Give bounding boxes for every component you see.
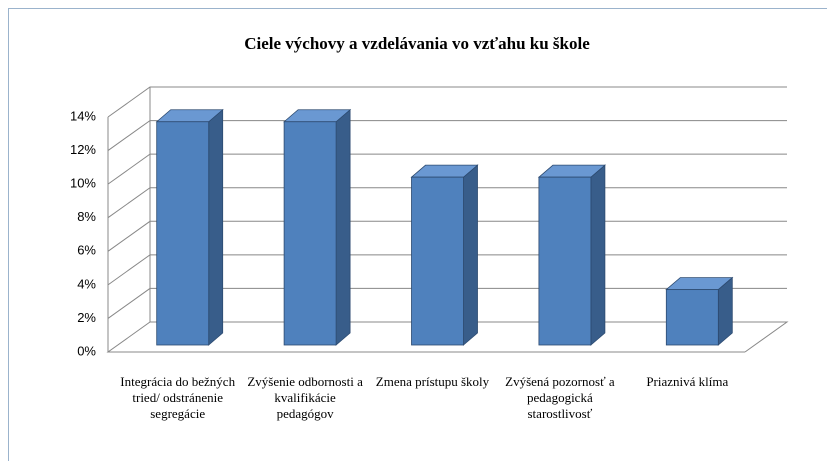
y-tick-label: 0% [77,343,96,358]
grid-line [107,86,787,118]
y-tick-label: 14% [70,108,96,123]
bar-side [463,164,478,346]
bar [538,176,592,346]
y-tick-label: 4% [77,276,96,291]
bar [283,121,337,346]
grid-line [107,153,787,185]
x-tick-label: Zvýšená pozornosť a pedagogická starostl… [505,374,615,421]
y-tick-label: 6% [77,243,96,258]
x-tick-label: Integrácia do bežných tried/ odstránenie… [120,374,236,421]
bar-side [335,108,351,346]
bar [156,121,210,346]
y-tick-label: 8% [77,209,96,224]
y-tick-label: 12% [70,142,96,157]
x-tick-label: Zmena prístupu školy [375,374,490,389]
chart-title: Ciele výchovy a vzdelávania vo vzťahu ku… [244,34,590,53]
y-tick-label: 10% [70,176,96,191]
bar [665,289,719,346]
bar [411,176,464,346]
bar-side [208,108,224,346]
bar-side [590,164,606,346]
x-tick-label: Zvýšenie odbornosti a kvalifikácie pedag… [247,374,363,421]
grid-line [107,120,787,151]
grid-line [106,321,789,353]
x-tick-label: Priaznivá klíma [646,374,729,389]
y-tick-label: 2% [77,310,96,325]
